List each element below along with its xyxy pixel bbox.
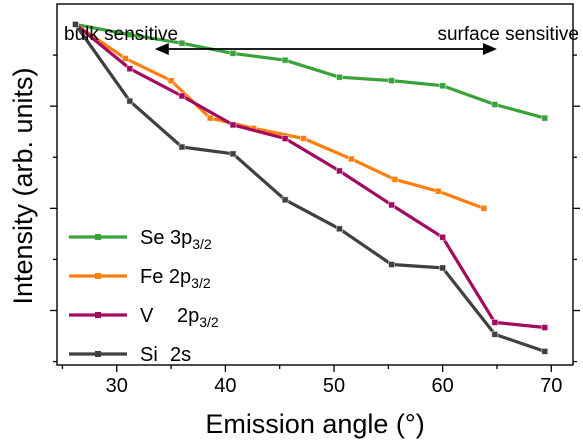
x-axis-title: Emission angle (°) bbox=[205, 409, 424, 439]
data-point-fe-2p bbox=[347, 155, 355, 163]
data-point-se-3p bbox=[336, 73, 343, 81]
x-axis-ticks: 30 40 50 60 70 bbox=[61, 365, 562, 397]
legend-marker bbox=[95, 273, 101, 279]
data-point-fe-2p bbox=[434, 187, 442, 195]
series-line-si-2s bbox=[74, 23, 546, 353]
series-layer bbox=[72, 21, 549, 355]
legend-label: Se 3p3/2 bbox=[140, 227, 212, 252]
series-line-se-3p bbox=[75, 22, 546, 120]
legend-label: Si 2s bbox=[140, 344, 191, 366]
data-point-v-2p bbox=[178, 92, 186, 100]
data-point-si-2s bbox=[126, 97, 134, 105]
data-point-se-3p bbox=[439, 82, 447, 90]
sensitivity-arrow bbox=[154, 43, 497, 55]
legend: Se 3p3/2 Fe 2p3/2 V 2p3/2 Si 2s bbox=[69, 227, 219, 366]
y-axis-ticks bbox=[50, 54, 580, 363]
data-point-fe-2p bbox=[300, 135, 307, 142]
data-point-si-2s bbox=[336, 225, 343, 233]
data-point-fe-2p bbox=[480, 204, 488, 212]
series-line-v-2p bbox=[74, 23, 545, 330]
data-point-se-3p bbox=[126, 31, 134, 39]
data-point-se-3p bbox=[178, 39, 186, 47]
legend-marker bbox=[95, 351, 101, 357]
data-point-si-2s bbox=[388, 261, 395, 268]
data-point-si-2s bbox=[178, 143, 186, 151]
data-point-fe-2p bbox=[167, 77, 175, 85]
x-tick-label: 40 bbox=[214, 375, 236, 397]
data-point-se-3p bbox=[541, 114, 549, 122]
y-axis-title: Intensity (arb. units) bbox=[8, 67, 38, 304]
legend-marker bbox=[95, 312, 101, 318]
data-point-v-2p bbox=[491, 319, 499, 326]
legend-label: Fe 2p3/2 bbox=[140, 266, 211, 291]
data-point-v-2p bbox=[126, 65, 134, 73]
legend-marker bbox=[95, 234, 101, 240]
arrow-head-left bbox=[154, 43, 169, 55]
data-point-se-3p bbox=[229, 49, 237, 57]
data-point-v-2p bbox=[229, 121, 237, 129]
data-point-v-2p bbox=[336, 167, 343, 175]
legend-label: V 2p3/2 bbox=[140, 305, 219, 330]
series-line-fe-2p bbox=[74, 23, 485, 210]
data-point-fe-2p bbox=[206, 114, 214, 122]
x-tick-label: 60 bbox=[432, 375, 454, 397]
data-point-si-2s bbox=[439, 264, 447, 272]
data-point-v-2p bbox=[541, 324, 549, 331]
data-point-fe-2p bbox=[391, 175, 399, 183]
data-point-se-3p bbox=[281, 56, 289, 64]
data-point-v-2p bbox=[439, 233, 447, 241]
x-tick-label: 70 bbox=[540, 375, 562, 397]
x-tick-label: 50 bbox=[323, 375, 345, 397]
data-point-si-2s bbox=[541, 347, 549, 355]
plot-frame bbox=[56, 3, 574, 366]
x-tick-label: 30 bbox=[106, 375, 128, 397]
annotation-bulk-sensitive: bulk sensitive bbox=[64, 24, 178, 45]
data-point-v-2p bbox=[388, 201, 395, 209]
data-point-se-3p bbox=[491, 101, 499, 108]
data-point-v-2p bbox=[281, 135, 289, 142]
data-point-se-3p bbox=[388, 77, 395, 85]
data-point-si-2s bbox=[281, 196, 289, 204]
arrow-head-right bbox=[482, 43, 497, 55]
data-point-si-2s bbox=[491, 330, 499, 338]
annotation-surface-sensitive: surface sensitive bbox=[437, 24, 579, 45]
data-point-si-2s bbox=[72, 21, 79, 28]
data-point-si-2s bbox=[229, 150, 237, 158]
data-point-fe-2p bbox=[122, 55, 129, 62]
